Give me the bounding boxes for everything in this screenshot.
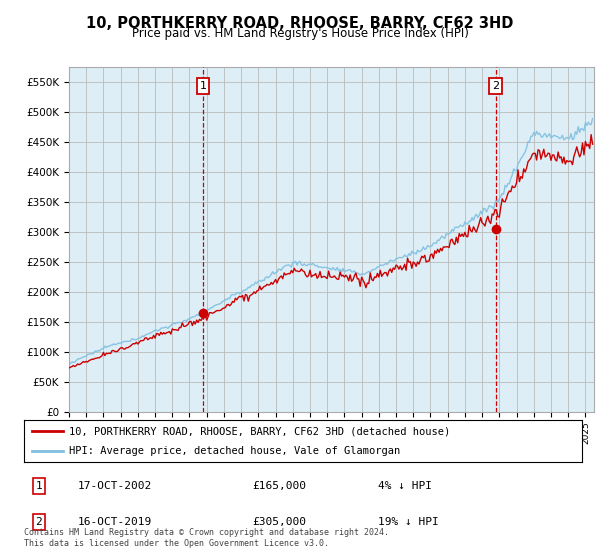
Text: 1: 1 bbox=[200, 81, 206, 91]
Text: 1: 1 bbox=[35, 481, 43, 491]
Text: 4% ↓ HPI: 4% ↓ HPI bbox=[378, 481, 432, 491]
Text: HPI: Average price, detached house, Vale of Glamorgan: HPI: Average price, detached house, Vale… bbox=[68, 446, 400, 456]
Text: £165,000: £165,000 bbox=[252, 481, 306, 491]
Text: Contains HM Land Registry data © Crown copyright and database right 2024.
This d: Contains HM Land Registry data © Crown c… bbox=[24, 528, 389, 548]
Text: 16-OCT-2019: 16-OCT-2019 bbox=[78, 517, 152, 527]
Text: 2: 2 bbox=[492, 81, 499, 91]
Text: 17-OCT-2002: 17-OCT-2002 bbox=[78, 481, 152, 491]
Text: £305,000: £305,000 bbox=[252, 517, 306, 527]
Text: 10, PORTHKERRY ROAD, RHOOSE, BARRY, CF62 3HD (detached house): 10, PORTHKERRY ROAD, RHOOSE, BARRY, CF62… bbox=[68, 426, 450, 436]
Text: Price paid vs. HM Land Registry's House Price Index (HPI): Price paid vs. HM Land Registry's House … bbox=[131, 27, 469, 40]
Text: 10, PORTHKERRY ROAD, RHOOSE, BARRY, CF62 3HD: 10, PORTHKERRY ROAD, RHOOSE, BARRY, CF62… bbox=[86, 16, 514, 31]
Text: 2: 2 bbox=[35, 517, 43, 527]
Text: 19% ↓ HPI: 19% ↓ HPI bbox=[378, 517, 439, 527]
